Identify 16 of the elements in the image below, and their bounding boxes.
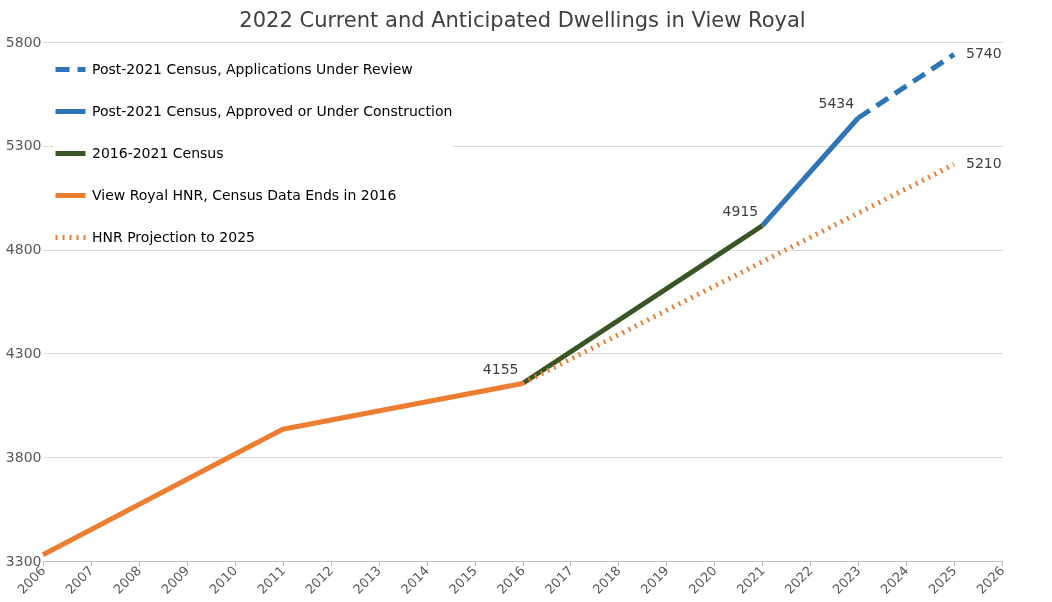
legend-label: 2016-2021 Census — [92, 144, 224, 161]
y-tick-label: 5800 — [5, 33, 42, 50]
y-tick-label: 4300 — [5, 344, 42, 361]
legend-label: Post-2021 Census, Approved or Under Construction — [92, 102, 453, 119]
legend-label: Post-2021 Census, Applications Under Review — [92, 60, 413, 77]
y-tick-label: 4800 — [5, 241, 42, 258]
data-label: 4915 — [722, 202, 759, 219]
data-label: 5434 — [818, 94, 855, 111]
y-tick-label: 3800 — [5, 448, 42, 465]
chart-title: 2022 Current and Anticipated Dwellings in View Royal — [239, 8, 806, 32]
y-tick-label: 5300 — [5, 137, 42, 154]
data-label: 5210 — [966, 155, 1002, 172]
legend-label: HNR Projection to 2025 — [92, 228, 255, 245]
data-label: 4155 — [482, 360, 519, 377]
data-label: 5740 — [966, 45, 1002, 62]
legend-label: View Royal HNR, Census Data Ends in 2016 — [92, 186, 397, 203]
